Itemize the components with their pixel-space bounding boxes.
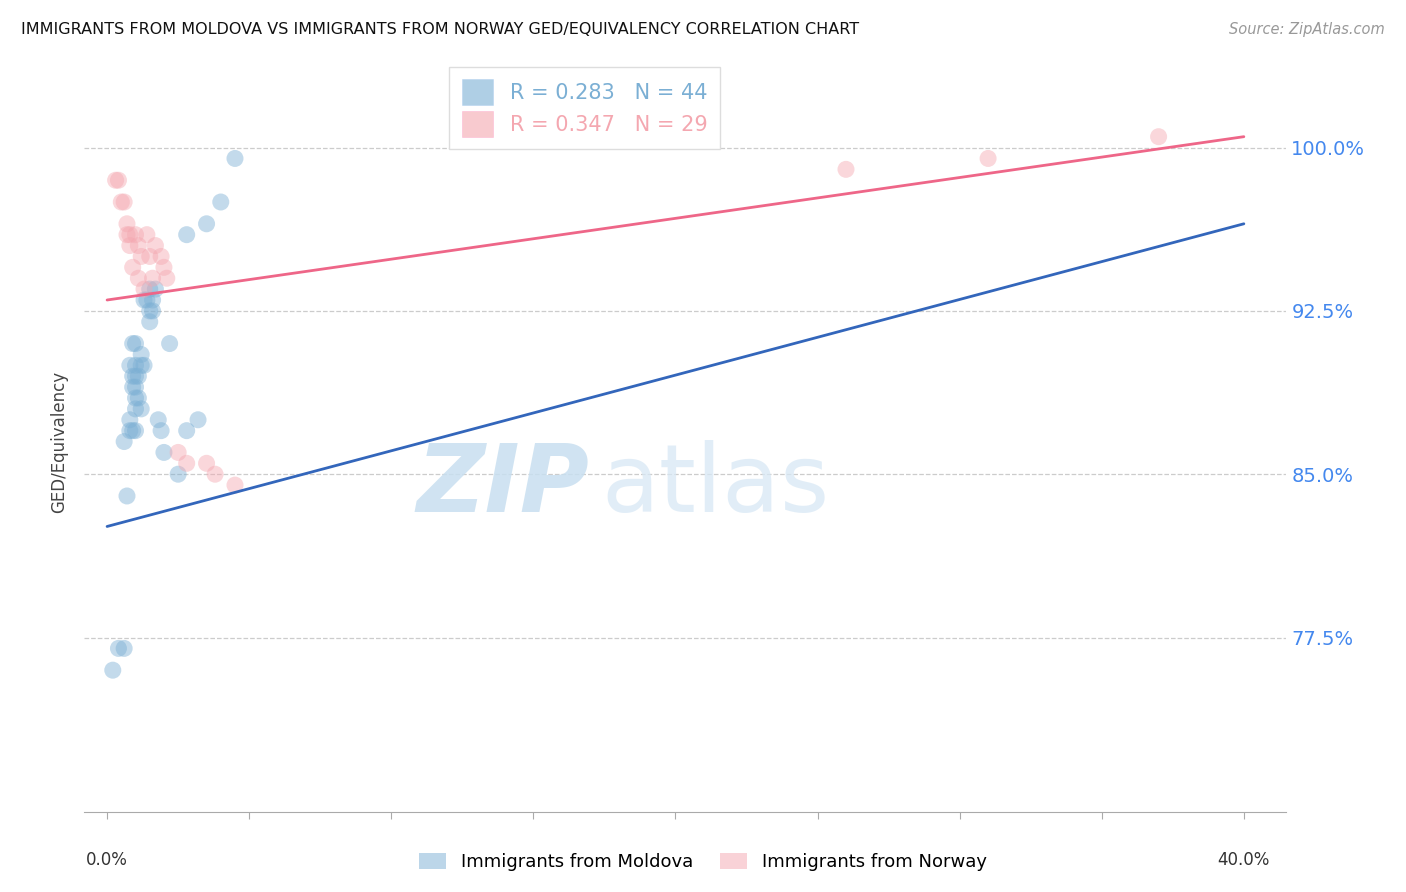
Point (138, 304, 160, 318)
Point (1147, 129, 1170, 144)
Point (977, 152, 1000, 166)
Point (224, 152, 246, 166)
Point (115, 489, 138, 503)
Point (195, 217, 218, 231)
Point (195, 456, 218, 470)
Point (835, 162, 858, 177)
Point (124, 369, 146, 384)
Point (187, 413, 209, 427)
Point (167, 467, 190, 482)
Point (121, 336, 143, 351)
Point (118, 359, 141, 373)
Point (124, 391, 146, 405)
Point (118, 413, 141, 427)
Point (101, 663, 124, 677)
Point (104, 173, 127, 187)
Point (118, 424, 141, 438)
Point (112, 434, 135, 449)
Point (167, 445, 190, 459)
Point (129, 250, 152, 264)
Point (118, 238, 141, 252)
Point (118, 227, 141, 242)
Point (176, 227, 198, 242)
Point (142, 304, 165, 318)
Point (115, 217, 138, 231)
Point (153, 260, 176, 275)
Point (159, 336, 181, 351)
Text: IMMIGRANTS FROM MOLDOVA VS IMMIGRANTS FROM NORWAY GED/EQUIVALENCY CORRELATION CH: IMMIGRANTS FROM MOLDOVA VS IMMIGRANTS FR… (21, 22, 859, 37)
Point (121, 369, 143, 384)
Point (138, 282, 160, 296)
Point (112, 194, 135, 209)
Point (132, 282, 155, 296)
Point (124, 227, 146, 242)
Point (124, 359, 146, 373)
Point (124, 424, 146, 438)
Point (153, 445, 176, 459)
Point (142, 271, 165, 285)
Point (148, 413, 170, 427)
Point (121, 424, 143, 438)
Point (138, 315, 160, 329)
Point (176, 456, 198, 470)
Point (115, 227, 138, 242)
Point (150, 424, 173, 438)
Point (124, 380, 146, 394)
Point (110, 194, 132, 209)
Text: atlas: atlas (602, 440, 830, 532)
Point (107, 173, 129, 187)
Point (129, 359, 152, 373)
Legend: Immigrants from Moldova, Immigrants from Norway: Immigrants from Moldova, Immigrants from… (412, 846, 994, 879)
Text: Source: ZipAtlas.com: Source: ZipAtlas.com (1229, 22, 1385, 37)
Point (127, 391, 149, 405)
Point (135, 293, 157, 307)
Y-axis label: GED/Equivalency: GED/Equivalency (51, 370, 69, 513)
Point (127, 271, 149, 285)
Point (145, 282, 167, 296)
Point (121, 380, 143, 394)
Point (132, 359, 155, 373)
Point (129, 347, 152, 361)
Point (121, 260, 143, 275)
Point (135, 227, 157, 242)
Point (145, 238, 167, 252)
Point (176, 424, 198, 438)
Point (204, 467, 226, 482)
Text: 0.0%: 0.0% (86, 851, 128, 869)
Point (142, 293, 165, 307)
Point (127, 238, 149, 252)
Point (132, 293, 155, 307)
Point (224, 478, 246, 492)
Point (107, 641, 129, 656)
Point (138, 250, 160, 264)
Legend: R = 0.283   N = 44, R = 0.347   N = 29: R = 0.283 N = 44, R = 0.347 N = 29 (450, 67, 720, 149)
Point (124, 336, 146, 351)
Point (209, 194, 232, 209)
Point (129, 401, 152, 416)
Point (112, 641, 135, 656)
Point (127, 369, 149, 384)
Point (156, 271, 179, 285)
Point (150, 250, 173, 264)
Text: ZIP: ZIP (416, 440, 589, 532)
Text: 40.0%: 40.0% (1218, 851, 1270, 869)
Point (124, 401, 146, 416)
